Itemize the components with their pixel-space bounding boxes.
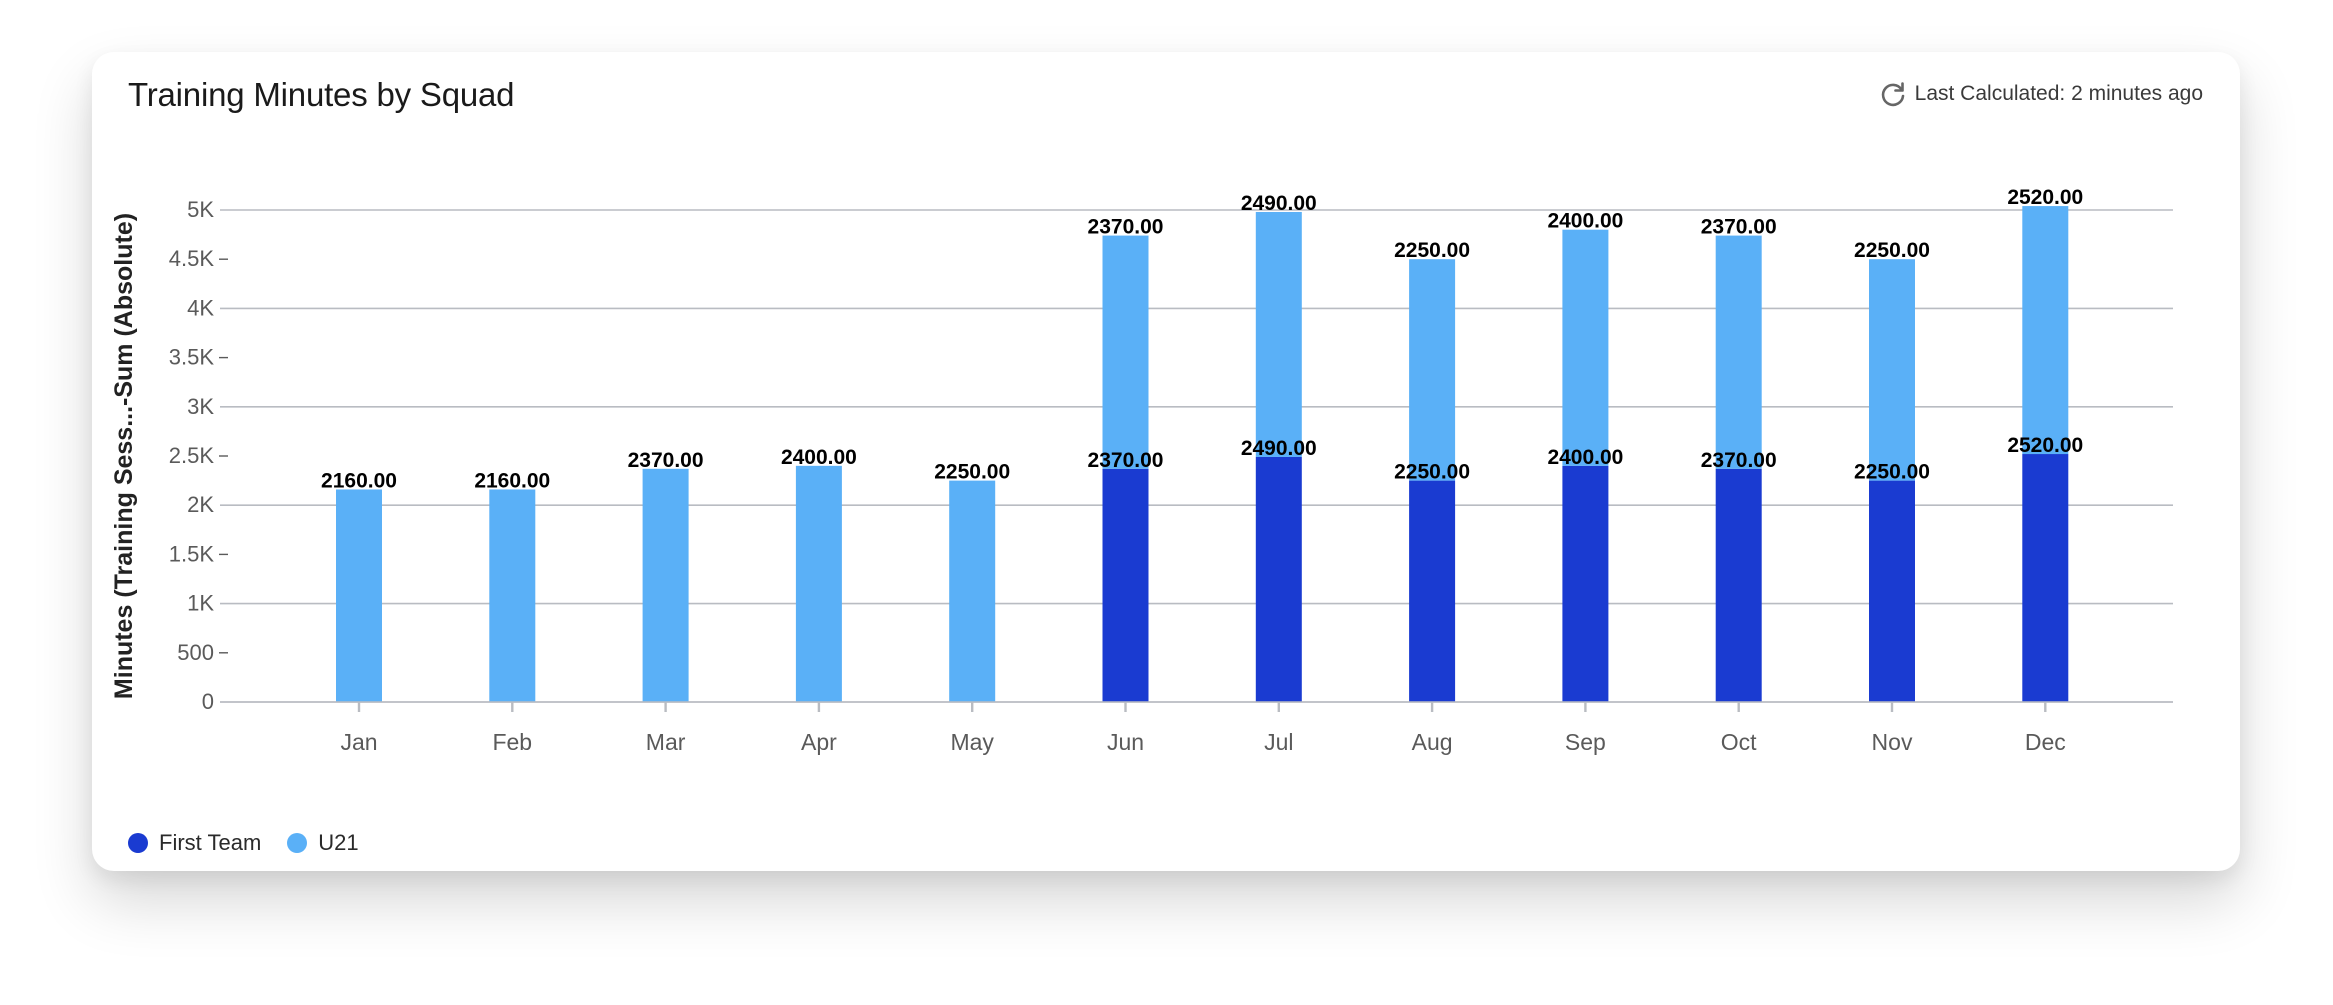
x-tick-label: Dec bbox=[2025, 729, 2066, 755]
refresh-icon[interactable] bbox=[1879, 80, 1907, 108]
data-label-first-team: 2370.00 bbox=[1088, 449, 1164, 472]
y-tick-label: 0 bbox=[202, 689, 214, 714]
bar-u21[interactable] bbox=[642, 468, 689, 702]
data-label-u21: 2370.00 bbox=[1701, 216, 1777, 239]
x-tick-label: Feb bbox=[492, 729, 532, 755]
y-tick-label: 4.5K bbox=[169, 246, 215, 271]
y-axis-title: Minutes (Training Sess...-Sum (Absolute) bbox=[110, 213, 138, 699]
bar-u21[interactable] bbox=[795, 465, 842, 702]
chart-title: Training Minutes by Squad bbox=[128, 76, 515, 113]
bar-first-team[interactable] bbox=[1102, 468, 1149, 702]
legend-item-first-team[interactable]: First Team bbox=[128, 830, 261, 856]
data-label-u21: 2250.00 bbox=[1854, 239, 1930, 262]
bar-first-team[interactable] bbox=[2022, 454, 2069, 702]
bar-u21[interactable] bbox=[1562, 229, 1609, 466]
data-label-first-team: 2400.00 bbox=[1547, 446, 1623, 469]
bar-u21[interactable] bbox=[489, 489, 536, 702]
legend-label-first-team: First Team bbox=[159, 830, 262, 855]
x-tick-label: Jan bbox=[340, 729, 377, 755]
bar-u21[interactable] bbox=[1869, 259, 1915, 481]
data-label-u21: 2490.00 bbox=[1241, 192, 1317, 215]
x-tick-label: Aug bbox=[1412, 729, 1453, 755]
x-tick-label: May bbox=[950, 729, 994, 755]
data-label-first-team: 2520.00 bbox=[2007, 434, 2083, 457]
last-calculated[interactable]: Last Calculated: 2 minutes ago bbox=[1879, 80, 2203, 108]
x-tick-label: Jun bbox=[1107, 729, 1144, 755]
data-label-u21: 2160.00 bbox=[474, 469, 550, 492]
data-label-u21: 2400.00 bbox=[781, 446, 857, 469]
legend-dot-first-team bbox=[128, 833, 148, 853]
data-label-u21: 2160.00 bbox=[321, 469, 397, 492]
x-tick-label: Oct bbox=[1721, 729, 1757, 755]
y-tick-label: 3.5K bbox=[169, 345, 215, 370]
y-tick-label: 1.5K bbox=[169, 541, 215, 566]
legend-label-u21: U21 bbox=[318, 830, 359, 855]
data-label-u21: 2370.00 bbox=[1088, 216, 1164, 239]
x-tick-label: Sep bbox=[1565, 729, 1606, 755]
x-tick-label: Mar bbox=[646, 729, 686, 755]
data-label-u21: 2400.00 bbox=[1547, 210, 1623, 233]
y-tick-label: 1K bbox=[187, 591, 214, 616]
data-label-u21: 2520.00 bbox=[2007, 186, 2083, 209]
legend-item-u21[interactable]: U21 bbox=[287, 830, 359, 856]
chart-legend: First Team U21 bbox=[128, 830, 359, 856]
data-label-first-team: 2490.00 bbox=[1241, 437, 1317, 460]
y-tick-label: 500 bbox=[177, 640, 214, 665]
legend-dot-u21 bbox=[287, 833, 308, 853]
bar-first-team[interactable] bbox=[1409, 480, 1456, 702]
data-label-u21: 2370.00 bbox=[628, 449, 704, 472]
bar-first-team[interactable] bbox=[1255, 456, 1302, 702]
bar-u21[interactable] bbox=[1255, 211, 1302, 457]
last-calculated-text: Last Calculated: 2 minutes ago bbox=[1914, 82, 2203, 105]
data-label-first-team: 2250.00 bbox=[1854, 461, 1930, 484]
bar-first-team[interactable] bbox=[1715, 468, 1762, 702]
y-tick-label: 4K bbox=[187, 295, 214, 320]
bar-u21[interactable] bbox=[1102, 235, 1149, 469]
bar-first-team[interactable] bbox=[1562, 465, 1609, 702]
x-tick-label: Jul bbox=[1264, 729, 1293, 755]
data-label-first-team: 2370.00 bbox=[1701, 449, 1777, 472]
y-tick-label: 3K bbox=[187, 394, 214, 419]
data-label-first-team: 2250.00 bbox=[1394, 461, 1470, 484]
data-label-u21: 2250.00 bbox=[934, 461, 1010, 484]
y-tick-label: 5K bbox=[187, 197, 214, 222]
y-tick-label: 2.5K bbox=[169, 443, 215, 468]
bar-u21[interactable] bbox=[949, 480, 996, 702]
bar-u21[interactable] bbox=[1409, 259, 1456, 481]
data-label-u21: 2250.00 bbox=[1394, 239, 1470, 262]
x-tick-label: Apr bbox=[801, 729, 837, 755]
bar-first-team[interactable] bbox=[1869, 480, 1915, 702]
bar-u21[interactable] bbox=[336, 489, 382, 702]
bar-u21[interactable] bbox=[1715, 235, 1762, 469]
y-tick-label: 2K bbox=[187, 492, 214, 517]
x-tick-label: Nov bbox=[1872, 729, 1913, 755]
bar-u21[interactable] bbox=[2022, 206, 2069, 455]
